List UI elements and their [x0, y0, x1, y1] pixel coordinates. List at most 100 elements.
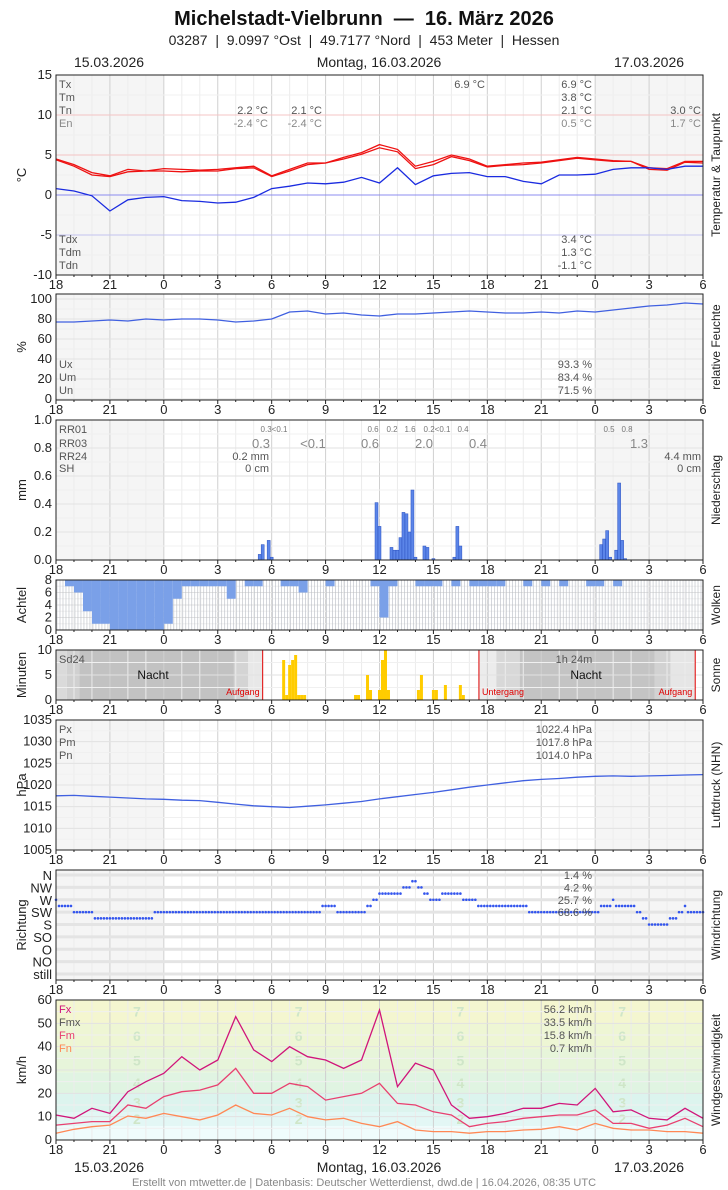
direction-dot [408, 886, 411, 889]
night-label: Nacht [570, 668, 602, 682]
x-tick-label: 6 [268, 402, 275, 417]
x-tick-label: 15 [426, 1142, 440, 1157]
clear-sky-bar [433, 580, 443, 587]
direction-dot [620, 904, 624, 908]
direction-dot [201, 910, 205, 914]
y-tick-label: 0.8 [34, 440, 52, 455]
direction-dot [441, 892, 444, 895]
beaufort-number: 2 [456, 1111, 464, 1127]
y-category-label: SW [31, 905, 53, 920]
direction-dot [578, 910, 582, 914]
clear-sky-bar [586, 580, 596, 587]
night-label: Nacht [137, 668, 169, 682]
direction-dot [144, 917, 148, 920]
clear-sky-bar [118, 580, 128, 630]
stat-value: 0.2 mm [232, 451, 269, 463]
stat-value: -2.4 °C [288, 118, 322, 130]
y-category-label: W [40, 893, 53, 908]
direction-dot [138, 917, 142, 920]
stat-value: 1h 24m [556, 654, 593, 666]
direction-dot [390, 892, 393, 895]
clear-sky-bar [289, 580, 299, 587]
stat-value-rr03: 0.6 [361, 436, 379, 451]
direction-dot [357, 910, 360, 914]
y-category-label: NO [33, 955, 53, 970]
x-tick-label: 0 [592, 702, 599, 717]
x-tick-label: 12 [372, 852, 386, 867]
direction-dot [647, 923, 651, 926]
x-tick-label: 6 [699, 982, 706, 997]
y-tick-label: 0.2 [34, 524, 52, 539]
direction-dot [162, 910, 166, 914]
data-bar [285, 695, 289, 700]
series-line-0 [55, 773, 704, 809]
x-tick-label: 0 [160, 402, 167, 417]
direction-dot [560, 910, 564, 914]
data-bar [260, 544, 265, 561]
direction-dot [366, 904, 369, 908]
stat-value-rr01: 1.6 [404, 425, 416, 434]
y-category-label: still [33, 967, 52, 982]
x-tick-label: 9 [322, 702, 329, 717]
x-tick-label: 18 [49, 562, 63, 577]
y-tick-label: 6 [45, 585, 52, 600]
stat-value-rr01: 0.4 [457, 425, 469, 434]
stat-value-rr01: 0.2 [386, 425, 398, 434]
direction-dot [312, 910, 315, 914]
stat-value: 2.2 °C [237, 105, 268, 117]
direction-dot [641, 917, 645, 920]
direction-dot [69, 904, 73, 908]
x-tick-label: 21 [534, 1142, 548, 1157]
stat-value: 15.8 km/h [544, 1030, 592, 1042]
direction-dot [267, 910, 270, 914]
y-tick-label: 0 [45, 187, 52, 202]
direction-dot [495, 904, 498, 908]
series-line-2 [55, 165, 703, 212]
direction-dot [117, 917, 121, 920]
stat-value-rr01: 0.5 [603, 425, 615, 434]
x-tick-label: 21 [103, 982, 117, 997]
stat-label-pm: Pm [59, 737, 76, 749]
stat-label-fm: Fm [59, 1030, 75, 1042]
direction-dot [219, 910, 223, 914]
direction-dot [396, 892, 399, 895]
direction-dot [174, 910, 178, 914]
clear-sky-bar [208, 580, 218, 587]
y-axis-label: Minuten [14, 652, 29, 698]
direction-dot [650, 923, 654, 926]
direction-dot [186, 910, 190, 914]
direction-dot [282, 910, 285, 914]
x-tick-label: 6 [268, 1142, 275, 1157]
x-tick-label: 6 [268, 982, 275, 997]
beaufort-number: 4 [456, 1075, 464, 1091]
y-axis-label: mm [14, 479, 29, 501]
y-tick-label: 0 [45, 692, 52, 707]
direction-dot [123, 917, 127, 920]
stat-value: 1022.4 hPa [536, 724, 593, 736]
y-tick-label: 1020 [23, 777, 52, 792]
direction-dot [480, 904, 483, 908]
data-bar [291, 660, 295, 700]
y-tick-label: 1035 [23, 712, 52, 727]
direction-dot [159, 910, 163, 914]
x-tick-label: 12 [372, 562, 386, 577]
direction-dot [171, 910, 175, 914]
stat-label-tx: Tx [59, 79, 72, 91]
panel-title: relative Feuchte [709, 304, 723, 390]
stat-value: 3.0 °C [670, 105, 701, 117]
x-tick-label: 18 [480, 402, 494, 417]
direction-dot [587, 910, 591, 914]
x-tick-label: 9 [322, 277, 329, 292]
x-tick-label: 6 [268, 852, 275, 867]
date-center-top: Montag, 16.03.2026 [317, 54, 442, 70]
stat-value: 6.9 °C [561, 79, 592, 91]
direction-dot [638, 910, 642, 914]
clear-sky-bar [487, 580, 497, 587]
direction-dot [111, 917, 115, 920]
direction-dot [303, 910, 306, 914]
stat-label-en: En [59, 118, 72, 130]
x-tick-label: 0 [160, 562, 167, 577]
direction-dot [108, 917, 112, 920]
direction-dot [602, 904, 606, 908]
direction-dot [521, 904, 525, 908]
